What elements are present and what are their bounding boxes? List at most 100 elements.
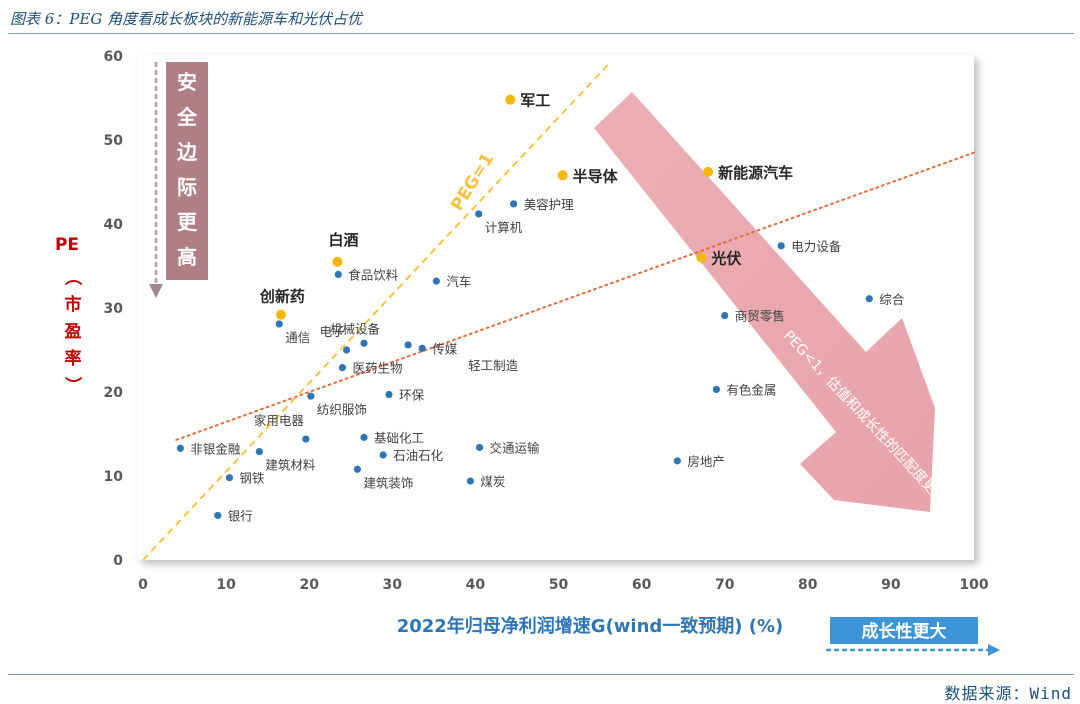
- data-point: [475, 443, 484, 452]
- point-label: 创新药: [259, 288, 305, 306]
- point-label: 电子: [320, 324, 345, 339]
- point-label: 商贸零售: [735, 309, 785, 324]
- page-title: 图表 6：PEG 角度看成长板块的新能源车和光伏占优: [10, 10, 363, 28]
- x-tick-label: 90: [881, 577, 901, 593]
- data-point: [255, 448, 263, 456]
- data-point: [360, 433, 368, 441]
- y-sublabel-char: 率: [65, 348, 82, 369]
- data-point: [418, 344, 426, 352]
- point-label: 医药生物: [352, 361, 402, 376]
- data-point: [214, 511, 222, 520]
- x-tick-label: 60: [632, 577, 652, 593]
- data-point: [338, 364, 347, 372]
- y-tick-label: 20: [104, 385, 124, 401]
- y-tick-label: 50: [104, 133, 124, 149]
- bottom-divider: [8, 674, 1074, 675]
- point-label: 传媒: [432, 341, 458, 356]
- x-axis-label: 2022年归母净利润增速G(wind一致预期) (%): [397, 615, 784, 637]
- point-label: 综合: [879, 292, 905, 307]
- data-point: [353, 465, 361, 473]
- point-label: 汽车: [446, 274, 471, 289]
- y-tick-label: 60: [104, 49, 124, 65]
- data-point: [379, 451, 387, 459]
- x-tick-label: 0: [138, 577, 148, 593]
- growth-label: 成长性更大: [862, 621, 947, 642]
- point-label: 军工: [520, 92, 550, 110]
- data-point: [721, 311, 729, 320]
- point-label: 银行: [228, 508, 253, 523]
- point-label: 非银金融: [190, 441, 241, 456]
- x-tick-label: 100: [959, 577, 988, 593]
- y-tick-label: 0: [113, 553, 123, 569]
- y-tick-label: 40: [104, 217, 124, 233]
- x-tick-label: 50: [549, 577, 569, 593]
- point-label: 食品饮料: [348, 267, 399, 282]
- y-axis-label: PE: [55, 235, 79, 255]
- safety-margin-char: 安: [177, 70, 197, 94]
- peg1-line: [142, 63, 610, 561]
- point-label: 建筑材料: [265, 458, 316, 473]
- data-point: [673, 457, 681, 465]
- data-point: [334, 270, 342, 278]
- point-label: 通信: [285, 330, 310, 345]
- y-sublabel-char: 盈: [64, 322, 82, 342]
- data-point: [865, 295, 873, 303]
- data-point: [432, 277, 440, 285]
- point-label: 计算机: [485, 220, 523, 235]
- point-label: 美容护理: [524, 197, 575, 212]
- point-label: 煤炭: [480, 474, 505, 489]
- x-tick-label: 10: [216, 577, 236, 593]
- x-tick-label: 80: [798, 577, 818, 593]
- data-point: [557, 170, 568, 181]
- point-label: 纺织服饰: [317, 402, 367, 417]
- data-point: [712, 385, 720, 394]
- data-point: [302, 435, 310, 443]
- point-label: 钢铁: [239, 471, 265, 486]
- safety-margin-char: 全: [176, 105, 198, 129]
- y-tick-label: 30: [104, 301, 124, 317]
- data-point: [225, 474, 234, 482]
- point-label: 基础化工: [374, 430, 424, 445]
- data-point: [307, 392, 315, 400]
- y-sublabel-char: ）: [62, 377, 83, 394]
- point-label: 交通运输: [490, 440, 541, 455]
- point-label: 房地产: [687, 454, 725, 469]
- x-tick-label: 30: [383, 577, 403, 593]
- x-tick-label: 40: [466, 577, 486, 593]
- point-label: 机械设备: [330, 321, 381, 336]
- point-label: 石油石化: [393, 448, 444, 463]
- point-label: 轻工制造: [468, 358, 519, 373]
- data-point: [275, 320, 283, 328]
- data-point: [342, 346, 351, 354]
- data-point: [466, 477, 475, 485]
- safety-margin-char: 边: [176, 140, 198, 164]
- point-label: 新能源汽车: [718, 164, 793, 182]
- safety-margin-char: 际: [177, 175, 197, 199]
- data-point: [360, 339, 368, 347]
- data-point: [777, 242, 785, 250]
- data-point: [505, 94, 516, 105]
- data-point: [696, 252, 707, 263]
- data-point: [510, 200, 518, 208]
- point-label: 白酒: [328, 231, 358, 249]
- y-sublabel-char: 市: [65, 294, 82, 315]
- data-point: [385, 390, 393, 399]
- data-point: [404, 341, 412, 349]
- safety-margin-char: 更: [177, 210, 198, 234]
- point-label: 半导体: [573, 167, 619, 185]
- x-tick-label: 70: [715, 577, 735, 593]
- point-label: 建筑装饰: [363, 475, 413, 490]
- y-sublabel-char: （: [62, 269, 83, 286]
- growth-annotation: 成长性更大: [826, 617, 1000, 656]
- point-label: 环保: [399, 388, 425, 403]
- data-point: [332, 256, 343, 267]
- data-point: [475, 210, 483, 218]
- point-label: 家用电器: [254, 413, 305, 428]
- y-tick-label: 10: [104, 469, 124, 485]
- x-tick-label: 20: [299, 577, 319, 593]
- data-point: [703, 166, 714, 177]
- data-point: [275, 309, 286, 320]
- point-label: 电力设备: [791, 239, 842, 254]
